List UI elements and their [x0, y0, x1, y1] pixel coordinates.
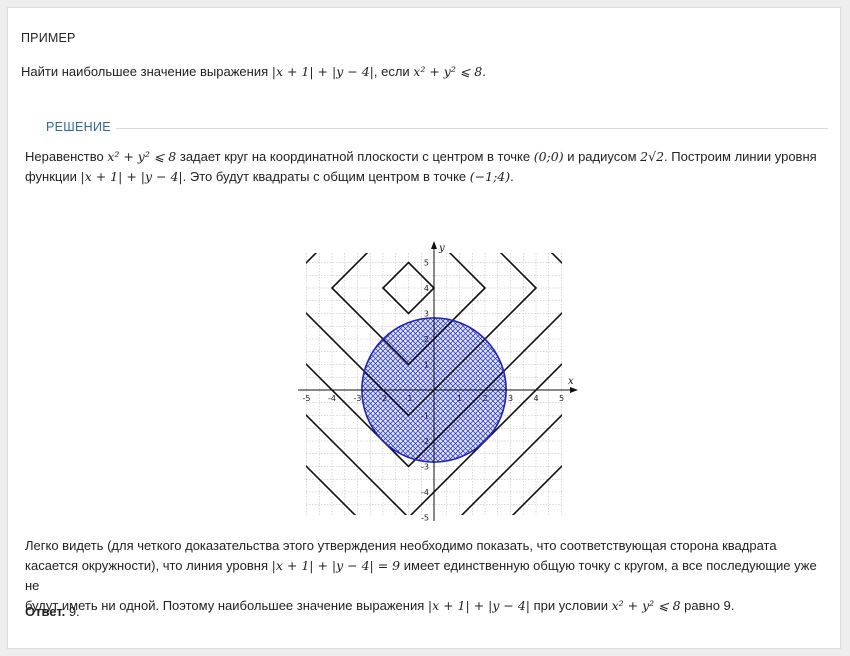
p1-math-function: |x + 1| + |y − 4| — [80, 169, 183, 184]
x-tick-label: -3 — [354, 394, 362, 403]
p2-math-function: |x + 1| + |y − 4| — [427, 598, 530, 613]
y-tick-label: 1 — [424, 361, 429, 370]
p1-text: функции — [25, 169, 81, 184]
y-tick-label: -3 — [421, 463, 429, 472]
p2-text: касается окружности), что линия уровня — [25, 558, 272, 573]
p1-text: . — [510, 169, 514, 184]
task-text-mid: , если — [373, 64, 414, 79]
y-tick-label: 4 — [424, 284, 429, 293]
p1-text: задает круг на координатной плоскости с … — [176, 149, 534, 164]
p2-text: Легко видеть (для четкого доказательства… — [25, 538, 777, 553]
p1-text: Неравенство — [25, 149, 108, 164]
x-axis-arrow — [570, 387, 578, 393]
p1-text: и радиусом — [563, 149, 641, 164]
level-line-square — [306, 253, 562, 468]
y-tick-label: 5 — [424, 259, 429, 268]
level-lines-group — [306, 253, 562, 515]
y-axis-label: y — [438, 243, 445, 254]
p1-text: . Это будут квадраты с общим центром в т… — [182, 169, 470, 184]
p1-text: . Построим линии уровня — [664, 149, 817, 164]
level-line-square — [381, 261, 436, 315]
y-tick-label: 3 — [424, 310, 429, 319]
task-condition: x² + y² ⩽ 8 — [413, 64, 483, 79]
task-statement: Найти наибольшее значение выражения |x +… — [21, 64, 486, 79]
p2-text: будут иметь ни одной. Поэтому наибольшее… — [25, 598, 428, 613]
level-line-square — [330, 253, 487, 366]
p1-math-radius: 2√2 — [640, 149, 665, 164]
content-card: ПРИМЕР Найти наибольшее значение выражен… — [7, 7, 841, 649]
y-tick-label: -4 — [421, 488, 429, 497]
p1-math-inequality: x² + y² ⩽ 8 — [107, 149, 177, 164]
x-tick-label: 2 — [482, 394, 487, 403]
p1-math-square-center: (−1;4) — [469, 169, 511, 184]
x-axis-label: x — [568, 376, 574, 387]
p2-text: имеет единственную общую точку с кругом,… — [25, 558, 817, 593]
x-tick-label: 1 — [457, 394, 462, 403]
x-tick-label: 4 — [533, 394, 538, 403]
task-text-before: Найти наибольшее значение выражения — [21, 64, 272, 79]
x-tick-label: -5 — [303, 394, 311, 403]
task-text-end: . — [482, 64, 486, 79]
p2-text: равно 9. — [680, 598, 735, 613]
y-tick-label: -2 — [421, 437, 429, 446]
y-axis-arrow — [431, 241, 437, 249]
x-tick-label: 5 — [559, 394, 564, 403]
answer: Ответ. 9. — [25, 604, 80, 619]
p2-text: при условии — [530, 598, 612, 613]
x-tick-label: -1 — [405, 394, 413, 403]
solution-divider — [116, 128, 828, 129]
y-tick-label: -5 — [421, 514, 429, 523]
level-lines-figure: x y -5 -4 -3 -2 -1 1 2 3 4 5 5 4 3 2 1 -1 -2 -3 -4 -5 — [288, 236, 588, 531]
task-expression: |x + 1| + |y − 4| — [271, 64, 374, 79]
x-tick-label: -4 — [328, 394, 336, 403]
level-lines-plot: x y -5 -4 -3 -2 -1 1 2 3 4 5 5 4 3 2 1 -1 -2 -3 -4 -5 — [298, 241, 578, 523]
level-line-square — [306, 253, 538, 417]
y-tick-label: -1 — [421, 412, 429, 421]
solution-heading: РЕШЕНИЕ — [46, 120, 111, 134]
x-tick-label: -2 — [379, 394, 387, 403]
solution-paragraph-2: Легко видеть (для четкого доказательства… — [25, 536, 830, 616]
answer-value: 9. — [65, 604, 80, 619]
y-tick-label: 2 — [424, 335, 429, 344]
answer-label: Ответ. — [25, 604, 66, 619]
p2-math-condition: x² + y² ⩽ 8 — [611, 598, 681, 613]
p1-math-center: (0;0) — [533, 149, 564, 164]
x-tick-label: 3 — [508, 394, 513, 403]
solution-paragraph-1: Неравенство x² + y² ⩽ 8 задает круг на к… — [25, 147, 830, 187]
p2-math-level-line: |x + 1| + |y − 4| = 9 — [271, 558, 401, 573]
example-label: ПРИМЕР — [21, 31, 76, 45]
